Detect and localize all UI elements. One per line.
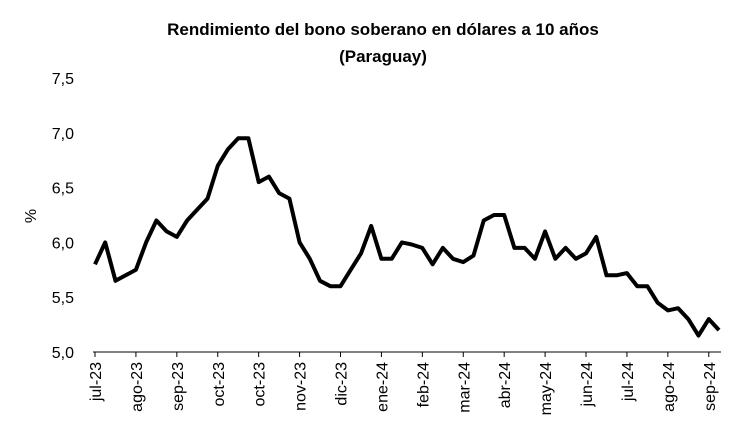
line [93, 136, 721, 338]
y-tick-label: 5,0 [52, 345, 74, 362]
x-tick-label: dic-23 [334, 362, 351, 406]
x-tick-label: nov-23 [293, 362, 310, 411]
x-tick-label: may-24 [538, 362, 555, 415]
x-tick-label: mar-24 [456, 362, 473, 413]
y-tick-label: 5,5 [52, 290, 74, 307]
x-tick-label: jun-24 [579, 362, 596, 408]
x-tick-label: jul-23 [88, 362, 105, 402]
y-tick-label: 6,0 [52, 235, 74, 252]
y-tick-label: 6,5 [52, 181, 74, 198]
x-tick-label: ago-23 [129, 362, 146, 412]
y-tick-label: 7,5 [52, 71, 74, 88]
x-tick-label: jul-24 [620, 362, 637, 402]
x-tick-label: ago-24 [661, 362, 678, 412]
x-tick-label: ene-24 [374, 362, 391, 412]
x-tick-label: oct-23 [211, 362, 228, 407]
y-tick-label: 7,0 [52, 126, 74, 143]
x-tick-label: abr-24 [497, 362, 514, 408]
y-axis-label: % [23, 209, 40, 223]
chart-title: Rendimiento del bono soberano en dólares… [167, 20, 599, 39]
x-tick-label: sep-23 [170, 362, 187, 411]
x-tick-label: sep-24 [702, 362, 719, 411]
x-tick-label: oct-23 [252, 362, 269, 407]
chart-title: (Paraguay) [339, 47, 427, 66]
x-tick-label: feb-24 [415, 362, 432, 407]
